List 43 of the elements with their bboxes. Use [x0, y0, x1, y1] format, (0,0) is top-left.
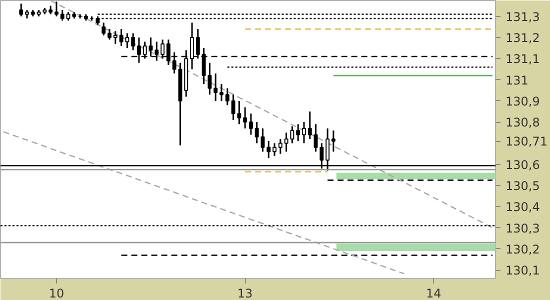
candlestick: [102, 22, 106, 36]
candlestick: [266, 140, 271, 159]
candlestick: [314, 123, 318, 152]
x-tick-label: 10: [48, 286, 64, 300]
y-tick-label: 130,6: [506, 158, 540, 172]
candlestick: [284, 132, 288, 152]
x-tick-label: 14: [426, 286, 442, 300]
candlestick: [248, 112, 253, 136]
y-tick-label: 130,1: [506, 264, 540, 278]
y-tick-label: 130,2: [506, 242, 540, 256]
candlestick: [208, 62, 212, 96]
y-tick-label: 130,3: [506, 221, 540, 236]
candlestick: [260, 128, 265, 152]
candlestick: [302, 121, 306, 144]
candlestick: [220, 83, 224, 102]
candlestick: [237, 100, 242, 125]
x-tick-label: 13: [237, 286, 253, 300]
candlestick: [308, 110, 312, 140]
candlestick: [278, 138, 282, 155]
candlestick: [113, 30, 118, 45]
candlestick: [290, 126, 294, 144]
candlestick: [60, 9, 64, 22]
candlestick: [243, 106, 248, 130]
y-tick-label: 131,2: [506, 30, 540, 45]
y-tick-label: 130,8: [506, 116, 540, 130]
candlestick: [331, 130, 336, 152]
candlestick: [254, 121, 259, 144]
candlestick: [131, 32, 136, 51]
y-tick-label: 131,1: [506, 52, 540, 66]
candlestick: [54, 0, 58, 18]
line-series: [2, 131, 405, 274]
y-tick-label: 130,4: [506, 200, 540, 214]
candlestick: [214, 72, 218, 102]
candlestick: [296, 123, 300, 142]
candlestick: [225, 87, 230, 106]
y-tick-label: 131,3: [506, 10, 540, 24]
y-tick-label: 130,71: [506, 134, 548, 149]
y-tick-label: 131: [506, 73, 528, 88]
candlestick: [19, 2, 24, 18]
candlestick: [272, 142, 276, 157]
y-tick-label: 130,9: [506, 94, 540, 108]
y-tick-label: 130,5: [506, 178, 540, 193]
candlestick: [108, 28, 112, 40]
